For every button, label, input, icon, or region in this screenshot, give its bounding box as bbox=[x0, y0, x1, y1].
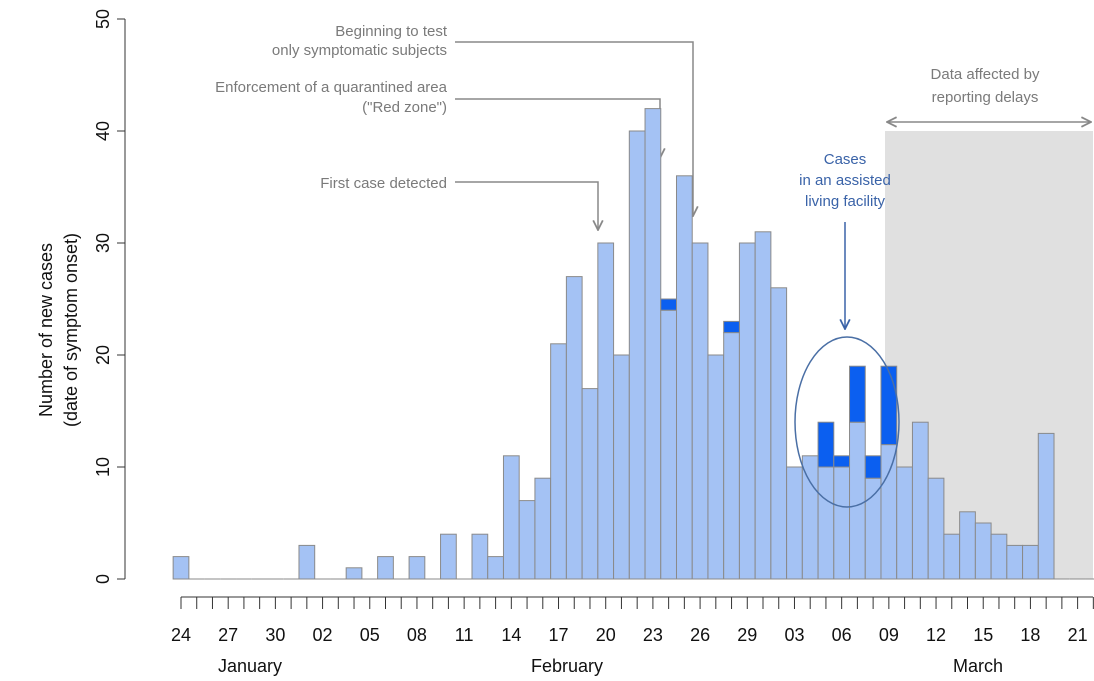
bar bbox=[1037, 432, 1055, 580]
month-label: February bbox=[531, 656, 603, 676]
bar bbox=[754, 231, 772, 580]
bar bbox=[597, 242, 615, 580]
x-tick-label: 05 bbox=[360, 625, 380, 645]
month-label: January bbox=[218, 656, 282, 676]
bar bbox=[1006, 544, 1024, 580]
x-tick-label: 02 bbox=[313, 625, 333, 645]
bar bbox=[707, 354, 725, 580]
bar bbox=[880, 444, 898, 580]
x-tick-label: 18 bbox=[1020, 625, 1040, 645]
bar bbox=[613, 354, 630, 580]
x-tick-label: 17 bbox=[549, 625, 569, 645]
annotation: Beginning to test bbox=[335, 23, 448, 40]
bar bbox=[408, 556, 426, 580]
x-tick-label: 03 bbox=[784, 625, 804, 645]
bar bbox=[298, 544, 316, 580]
x-tick-label: 15 bbox=[973, 625, 993, 645]
bar bbox=[565, 276, 583, 580]
bar bbox=[660, 298, 677, 311]
bar bbox=[738, 242, 756, 580]
bar bbox=[849, 421, 866, 580]
bar bbox=[550, 343, 567, 580]
bar bbox=[502, 455, 520, 580]
bar bbox=[691, 242, 709, 580]
bar bbox=[959, 511, 976, 580]
x-tick-label: 12 bbox=[926, 625, 946, 645]
annotation: Enforcement of a quarantined area bbox=[215, 79, 447, 96]
bar bbox=[990, 533, 1008, 580]
bar bbox=[660, 309, 677, 580]
bar bbox=[723, 320, 740, 334]
annotation: First case detected bbox=[320, 175, 447, 192]
bar bbox=[786, 466, 803, 580]
y-axis-label: (date of symptom onset) bbox=[61, 233, 81, 427]
x-tick-label: 29 bbox=[737, 625, 757, 645]
bar bbox=[880, 365, 898, 446]
bar bbox=[628, 130, 646, 580]
bar bbox=[644, 108, 662, 580]
annotation: Data affected by bbox=[931, 66, 1040, 83]
x-tick-label: 23 bbox=[643, 625, 663, 645]
facility-ellipse bbox=[794, 336, 900, 508]
bar bbox=[345, 567, 363, 580]
bar bbox=[675, 175, 693, 580]
y-tick-label: 40 bbox=[93, 121, 113, 141]
y-tick-label: 30 bbox=[93, 233, 113, 253]
x-tick-label: 26 bbox=[690, 625, 710, 645]
bar bbox=[1022, 544, 1039, 580]
bar bbox=[518, 500, 536, 580]
bar bbox=[833, 466, 851, 580]
y-tick-label: 10 bbox=[93, 457, 113, 477]
y-tick-label: 50 bbox=[93, 9, 113, 29]
y-tick-label: 0 bbox=[93, 574, 113, 584]
annotation: ("Red zone") bbox=[362, 99, 447, 116]
annotation: Cases bbox=[824, 151, 867, 168]
annotation: only symptomatic subjects bbox=[272, 42, 447, 59]
x-tick-label: 30 bbox=[265, 625, 285, 645]
annotation: reporting delays bbox=[932, 89, 1039, 106]
x-tick-label: 11 bbox=[455, 625, 474, 645]
x-tick-label: 06 bbox=[832, 625, 852, 645]
x-tick-label: 24 bbox=[171, 625, 191, 645]
bar bbox=[471, 533, 489, 580]
x-tick-label: 14 bbox=[501, 625, 521, 645]
bar bbox=[943, 533, 961, 580]
x-tick-label: 21 bbox=[1068, 625, 1088, 645]
x-tick-label: 20 bbox=[596, 625, 616, 645]
x-tick-label: 27 bbox=[218, 625, 238, 645]
bar bbox=[833, 455, 851, 468]
bar bbox=[896, 466, 913, 580]
x-tick-label: 08 bbox=[407, 625, 427, 645]
bar bbox=[864, 477, 882, 580]
bar bbox=[377, 556, 394, 580]
bar bbox=[581, 388, 599, 580]
y-axis-label: Number of new cases bbox=[36, 243, 56, 417]
bar bbox=[801, 455, 819, 580]
bar bbox=[534, 477, 552, 580]
bar bbox=[172, 556, 190, 580]
bar bbox=[817, 466, 835, 580]
bar bbox=[817, 421, 835, 468]
bar bbox=[770, 287, 788, 580]
annotation: in an assisted bbox=[799, 172, 891, 189]
bar bbox=[440, 533, 457, 580]
bar bbox=[974, 522, 992, 580]
month-label: March bbox=[953, 656, 1003, 676]
bar bbox=[864, 455, 882, 479]
bar bbox=[911, 421, 929, 580]
bar bbox=[487, 556, 504, 580]
bar bbox=[927, 477, 945, 580]
annotation: living facility bbox=[805, 193, 886, 210]
bar bbox=[723, 332, 740, 580]
bar bbox=[849, 365, 866, 423]
x-tick-label: 09 bbox=[879, 625, 899, 645]
y-tick-label: 20 bbox=[93, 345, 113, 365]
